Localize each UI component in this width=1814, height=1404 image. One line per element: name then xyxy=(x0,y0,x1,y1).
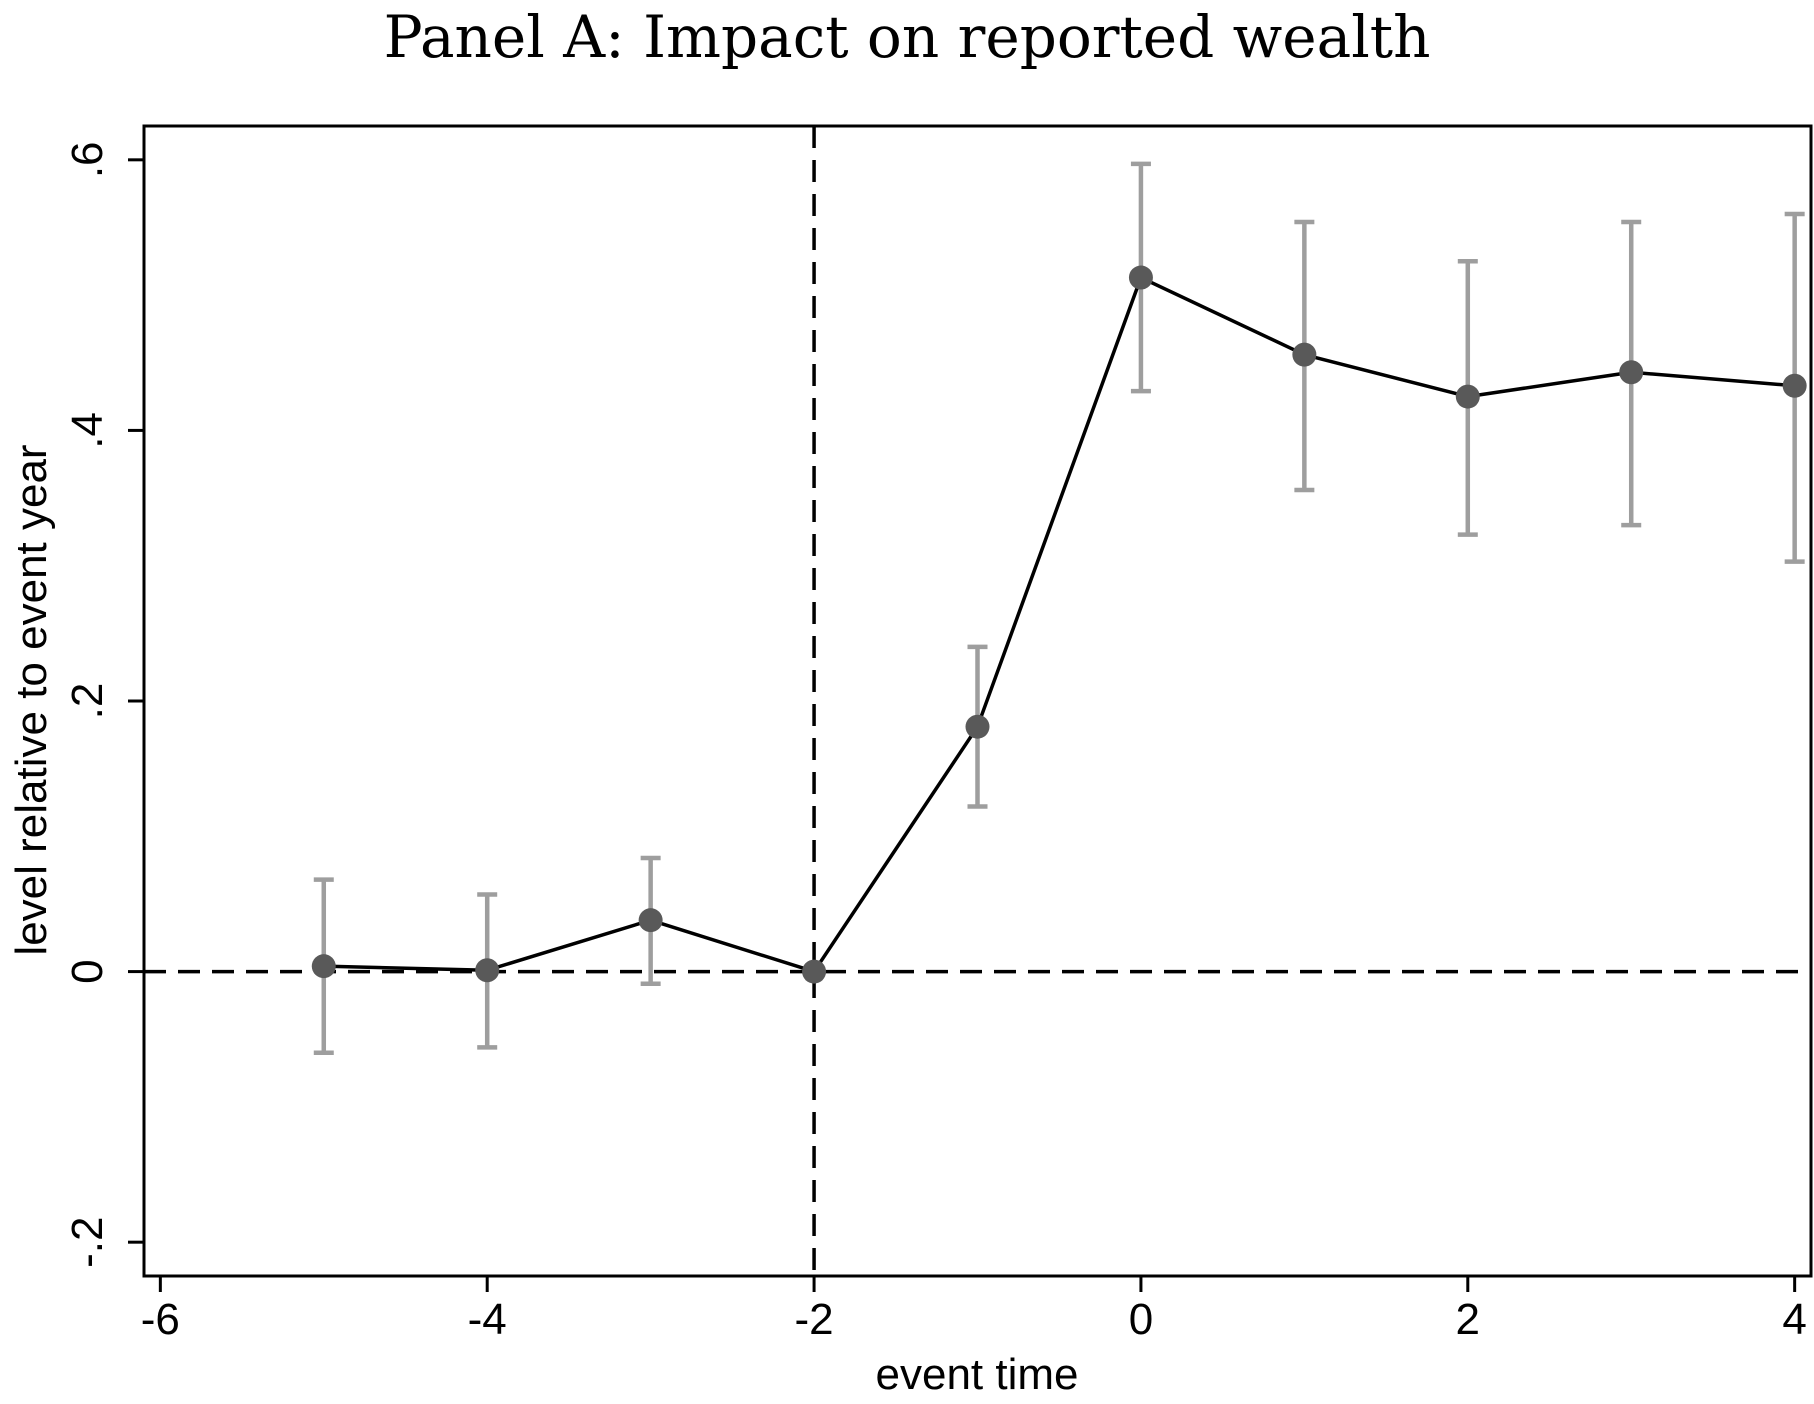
data-point xyxy=(1128,265,1153,290)
y-tick-label: .2 xyxy=(63,683,112,720)
x-tick-label: -2 xyxy=(795,1295,834,1344)
y-axis-label: level relative to event year xyxy=(7,444,56,955)
data-point xyxy=(311,954,336,979)
plot-area xyxy=(144,126,1811,1276)
x-tick-label: -6 xyxy=(141,1295,180,1344)
data-point xyxy=(1292,342,1317,367)
y-tick-label: -.2 xyxy=(63,1216,112,1267)
x-tick-label: 0 xyxy=(1129,1295,1153,1344)
data-point xyxy=(1455,384,1480,409)
x-tick-label: -4 xyxy=(468,1295,507,1344)
y-tick-label: .6 xyxy=(63,141,112,178)
series-line xyxy=(323,275,1795,974)
axes: -6 -4 -2 0 2 4 -.2 0 .2 .4 .6 xyxy=(63,141,1807,1344)
y-tick-label: .4 xyxy=(63,412,112,449)
x-axis-label: event time xyxy=(876,1350,1079,1399)
data-point xyxy=(1782,373,1807,398)
data-point xyxy=(802,959,827,984)
data-point xyxy=(965,714,990,739)
y-tick-label: 0 xyxy=(63,959,112,983)
x-tick-label: 4 xyxy=(1782,1295,1806,1344)
data-point xyxy=(475,958,500,983)
x-tick-label: 2 xyxy=(1456,1295,1480,1344)
chart-title: Panel A: Impact on reported wealth xyxy=(384,3,1431,71)
data-point xyxy=(638,908,663,933)
data-point xyxy=(1619,360,1644,385)
